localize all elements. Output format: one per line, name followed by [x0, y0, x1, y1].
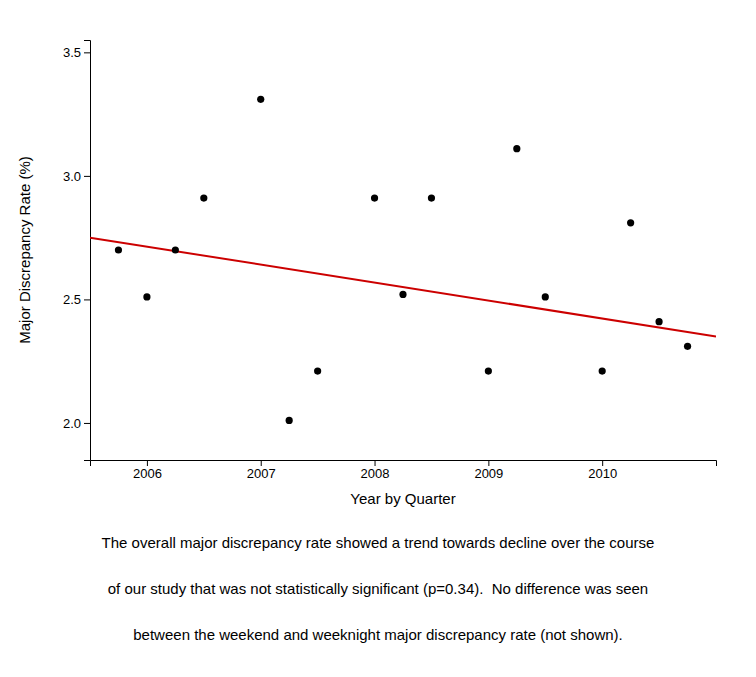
tick-label: 3.0 [63, 169, 81, 184]
tick: 2010 [588, 460, 617, 481]
point [257, 96, 264, 103]
tick-label: 2006 [133, 466, 162, 481]
marks [90, 96, 716, 424]
plot: 2006 2007 2008 2009 2010 2.0 2.5 3.0 3.5 [63, 41, 717, 482]
tick-label: 2008 [361, 466, 390, 481]
point [485, 367, 492, 374]
trend-line [90, 238, 716, 337]
tick-mark [261, 460, 262, 466]
chart: 2006 2007 2008 2009 2010 2.0 2.5 3.0 3.5 Year by … [0, 0, 756, 677]
tick: 2009 [474, 460, 503, 481]
tick: 2006 [133, 460, 162, 481]
tick: 2008 [361, 460, 390, 481]
tick: 3.0 [63, 169, 90, 184]
tick: 2.0 [63, 416, 90, 431]
tick: 2.5 [63, 292, 90, 307]
point [314, 367, 321, 374]
tick-label: 2007 [247, 466, 276, 481]
point [599, 367, 606, 374]
point [513, 145, 520, 152]
tick-mark [84, 299, 90, 300]
point [115, 246, 122, 253]
point [371, 195, 378, 202]
tick-mark [84, 176, 90, 177]
tick-label: 2010 [588, 466, 617, 481]
y-axis-title: Major Discrepancy Rate (%) [16, 156, 33, 344]
caption: The overall major discrepancy rate showe… [102, 534, 655, 551]
tick-label: 2.5 [63, 292, 81, 307]
tick: 2007 [247, 460, 276, 481]
point [399, 291, 406, 298]
point [542, 293, 549, 300]
caption: between the weekend and weeknight major … [133, 626, 622, 643]
caption: of our study that was not statistically … [108, 580, 648, 597]
y-axis: 2.0 2.5 3.0 3.5 [63, 41, 91, 461]
x-axis: 2006 2007 2008 2009 2010 [91, 460, 717, 481]
point [428, 195, 435, 202]
x-axis-title: Year by Quarter [350, 490, 455, 507]
point [172, 246, 179, 253]
points [115, 96, 691, 424]
tick-label: 2009 [474, 466, 503, 481]
tick-mark [602, 460, 603, 466]
point [200, 195, 207, 202]
point [627, 219, 634, 226]
axis-line [84, 41, 91, 461]
point [684, 343, 691, 350]
tick-mark [147, 460, 148, 466]
point [286, 417, 293, 424]
axis-line [91, 461, 717, 467]
tick-label: 3.5 [63, 45, 81, 60]
tick: 3.5 [63, 45, 90, 60]
tick-mark [84, 423, 90, 424]
point [143, 293, 150, 300]
tick-mark [375, 460, 376, 466]
tick-mark [488, 460, 489, 466]
tick-label: 2.0 [63, 416, 81, 431]
point [655, 318, 662, 325]
tick-mark [84, 52, 90, 53]
